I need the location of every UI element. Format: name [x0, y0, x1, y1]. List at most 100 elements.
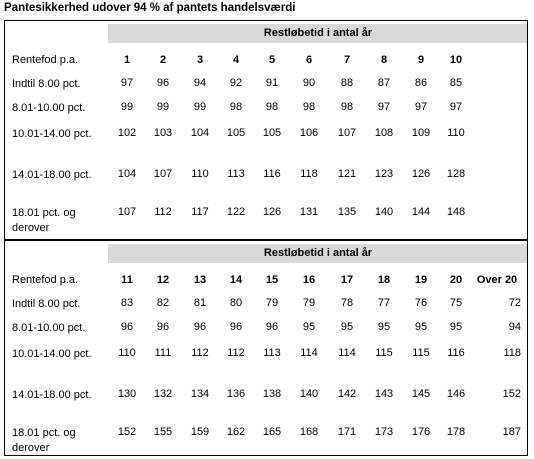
cell: 104	[190, 127, 210, 139]
cell: 79	[302, 297, 316, 309]
cell: 145	[411, 388, 431, 400]
row-label: Indtil 8.00 pct.	[12, 78, 81, 90]
cell: 80	[229, 297, 243, 309]
section-header: Restløbetid i antal år	[263, 27, 373, 39]
cell: 96	[156, 77, 170, 89]
cell: 135	[337, 206, 357, 218]
cell: 92	[229, 77, 243, 89]
cell: 171	[337, 426, 357, 438]
cell: 122	[226, 206, 246, 218]
cell: 103	[153, 127, 173, 139]
row-label: 18.01 pct. og derover	[12, 427, 76, 454]
cell: 79	[265, 297, 279, 309]
cell: 143	[374, 388, 394, 400]
column-header: 10	[449, 54, 463, 66]
column-header: 14	[229, 274, 243, 286]
cell: 117	[191, 206, 209, 218]
cell: 87	[377, 77, 391, 89]
row-label: 8.01-10.00 pct.	[12, 102, 86, 114]
cell: 113	[227, 168, 245, 180]
cell: 131	[299, 206, 319, 218]
row-label: Indtil 8.00 pct.	[12, 298, 81, 310]
cell: 116	[447, 347, 465, 359]
cell: 97	[377, 101, 391, 113]
cell: 176	[411, 426, 431, 438]
cell: 144	[411, 206, 431, 218]
cell: 140	[374, 206, 394, 218]
cell: 98	[302, 101, 316, 113]
cell: 75	[449, 297, 463, 309]
cell: 99	[120, 101, 134, 113]
column-header: 17	[340, 274, 354, 286]
cell: 138	[262, 388, 282, 400]
cell: 81	[193, 297, 207, 309]
cell: 165	[262, 426, 282, 438]
row-label: 8.01-10.00 pct.	[12, 322, 86, 334]
cell: 118	[503, 347, 521, 359]
cell: 72	[508, 297, 521, 309]
cell: 152	[117, 426, 137, 438]
column-header: 9	[417, 54, 425, 66]
cell: 88	[340, 77, 354, 89]
cell: 104	[117, 168, 137, 180]
cell: 85	[449, 77, 463, 89]
cell: 106	[299, 127, 319, 139]
cell: 136	[226, 388, 246, 400]
cell: 155	[153, 426, 173, 438]
cell: 77	[377, 297, 391, 309]
cell: 109	[411, 127, 431, 139]
cell: 113	[263, 347, 281, 359]
cell: 76	[414, 297, 428, 309]
column-header: 13	[193, 274, 207, 286]
row-label: 14.01-18.00 pct.	[12, 169, 92, 181]
cell: 97	[120, 77, 134, 89]
header-band	[108, 24, 527, 43]
table-section	[4, 240, 528, 456]
cell: 86	[414, 77, 428, 89]
cell: 159	[190, 426, 210, 438]
cell: 95	[449, 321, 463, 333]
cell: 112	[227, 347, 245, 359]
cell: 187	[502, 426, 521, 438]
cell: 90	[302, 77, 316, 89]
cell: 146	[446, 388, 466, 400]
cell: 178	[446, 426, 466, 438]
cell: 126	[262, 206, 282, 218]
cell: 107	[337, 127, 357, 139]
cell: 105	[226, 127, 246, 139]
cell: 98	[265, 101, 279, 113]
column-header: 11	[121, 274, 133, 286]
column-header: 3	[196, 54, 204, 66]
column-header: 5	[268, 54, 276, 66]
cell: 97	[449, 101, 463, 113]
cell: 114	[338, 347, 356, 359]
column-header: 4	[232, 54, 240, 66]
cell: 121	[337, 168, 357, 180]
cell: 82	[156, 297, 170, 309]
column-header: 19	[414, 274, 428, 286]
cell: 132	[153, 388, 173, 400]
cell: 99	[156, 101, 170, 113]
cell: 115	[375, 347, 393, 359]
cell: 162	[226, 426, 246, 438]
cell: 112	[191, 347, 209, 359]
cell: 96	[193, 321, 207, 333]
cell: 78	[340, 297, 354, 309]
cell: 102	[117, 127, 137, 139]
column-header: 6	[305, 54, 313, 66]
section-header: Restløbetid i antal år	[263, 247, 373, 259]
cell: 96	[229, 321, 243, 333]
row-label: 10.01-14.00 pct.	[12, 348, 92, 360]
cell: 94	[508, 321, 521, 333]
cell: 96	[156, 321, 170, 333]
cell: 173	[374, 426, 394, 438]
cell: 118	[300, 168, 318, 180]
cell: 98	[229, 101, 243, 113]
cell: 98	[340, 101, 354, 113]
cell: 130	[117, 388, 137, 400]
row-label: 14.01-18.00 pct.	[12, 389, 92, 401]
cell: 111	[154, 347, 172, 359]
cell: 112	[154, 206, 172, 218]
column-header: 1	[123, 54, 131, 66]
